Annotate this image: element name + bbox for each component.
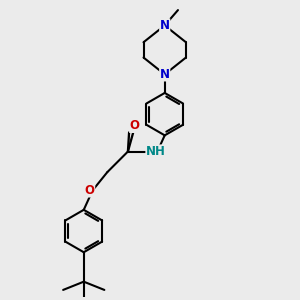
Text: O: O	[85, 184, 94, 197]
Text: N: N	[160, 19, 170, 32]
Text: O: O	[130, 119, 140, 132]
Text: NH: NH	[146, 145, 166, 158]
Text: N: N	[160, 68, 170, 81]
